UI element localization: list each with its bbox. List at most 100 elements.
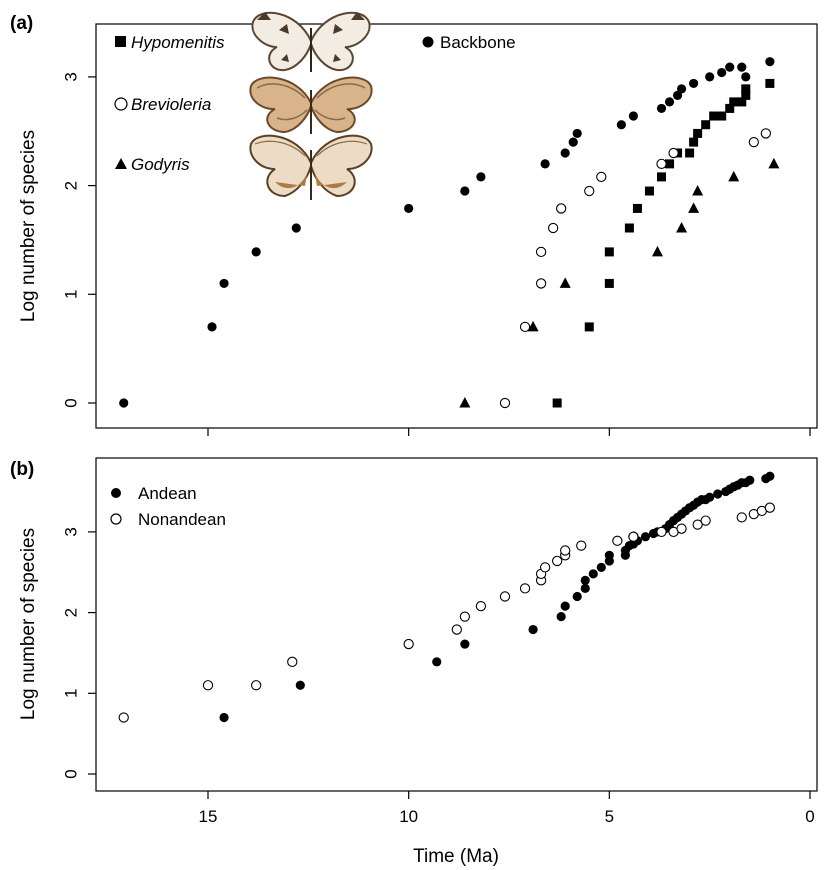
panel-b-ytick-label: 0 [61, 769, 80, 778]
butterfly-hypomenitis-image [251, 11, 371, 72]
point-brevioleria [499, 397, 511, 409]
panel-b-xtick-label: 10 [399, 807, 418, 826]
point-hypomenitis [737, 97, 747, 107]
point-nonandean [656, 526, 667, 538]
point-backbone [291, 223, 301, 233]
point-hypomenitis [693, 128, 703, 138]
point-nonandean [628, 531, 639, 542]
point-hypomenitis [689, 137, 699, 147]
point-andean [528, 624, 538, 635]
point-andean [596, 562, 606, 573]
panel-a-ytick-label: 3 [61, 72, 80, 81]
point-nonandean [676, 523, 687, 534]
point-backbone [656, 103, 667, 114]
panel-a-label: (a) [10, 13, 33, 34]
legend-marker-godyris [115, 158, 127, 169]
point-brevioleria [535, 246, 547, 258]
point-nonandean [459, 611, 471, 622]
panel-b-ytick-label: 1 [61, 689, 80, 698]
legend-label-brevioleria: Brevioleria [131, 95, 211, 114]
point-nonandean [692, 519, 703, 530]
point-nonandean [539, 562, 551, 573]
point-backbone [725, 62, 735, 72]
point-nonandean [519, 583, 531, 594]
x-axis-title: Time (Ma) [413, 846, 499, 867]
point-andean [705, 492, 715, 502]
panel-b-ytick-label: 2 [61, 608, 80, 617]
panel-a: (a) Log number of species 0 1 2 3 Hypomenit… [10, 11, 818, 436]
point-brevioleria [668, 147, 679, 159]
point-backbone [616, 120, 626, 130]
point-andean [295, 680, 305, 690]
panel-a-legend: Hypomenitis Brevioleria Godyris Backbone [114, 33, 516, 174]
point-nonandean [560, 545, 571, 556]
point-brevioleria [519, 321, 531, 333]
point-backbone [676, 84, 687, 94]
point-backbone [737, 62, 747, 72]
point-hypomenitis [741, 90, 751, 100]
point-nonandean [475, 600, 487, 612]
butterfly-brevioleria-image [249, 76, 373, 134]
point-backbone [119, 398, 129, 408]
point-hypomenitis [665, 159, 675, 169]
point-backbone [765, 57, 775, 67]
point-brevioleria [547, 222, 559, 234]
point-backbone [207, 322, 217, 332]
legend-label-backbone: Backbone [440, 33, 516, 52]
point-backbone [476, 172, 486, 182]
butterfly-godyris-image [249, 134, 373, 200]
panel-b-xtick-label: 15 [199, 807, 218, 826]
point-andean [713, 489, 723, 499]
point-brevioleria [596, 171, 607, 183]
point-nonandean [736, 512, 747, 523]
legend-marker-backbone [422, 36, 434, 48]
point-backbone [705, 72, 715, 82]
panel-a-ylabel: Log number of species [18, 130, 39, 322]
point-nonandean [403, 638, 414, 650]
point-hypomenitis [729, 97, 739, 107]
point-nonandean [764, 502, 776, 513]
point-hypomenitis [765, 78, 775, 88]
legend-marker-andean [111, 488, 121, 498]
point-brevioleria [656, 158, 667, 170]
point-andean [580, 575, 590, 585]
panel-b-ytick-label: 3 [61, 527, 80, 536]
point-backbone [540, 159, 550, 169]
point-nonandean [576, 540, 587, 551]
point-andean [745, 475, 755, 485]
point-andean [604, 550, 614, 560]
legend-marker-nonandean [110, 513, 122, 525]
point-brevioleria [748, 136, 759, 148]
point-backbone [664, 97, 675, 107]
panel-b-xtick-label: 5 [605, 807, 614, 826]
point-nonandean [287, 656, 298, 667]
panel-b-points [118, 471, 776, 723]
point-backbone [560, 148, 570, 158]
panel-b-label: (b) [10, 459, 34, 480]
legend-marker-hypomenitis [115, 36, 126, 47]
point-backbone [404, 203, 414, 214]
point-hypomenitis [717, 111, 727, 121]
point-nonandean [499, 591, 511, 602]
point-hypomenitis [725, 103, 735, 113]
point-hypomenitis [701, 120, 711, 130]
panel-a-ytick-label: 0 [61, 398, 80, 407]
panel-a-axes: 0 1 2 3 [61, 72, 811, 436]
point-andean [640, 532, 651, 542]
point-nonandean [552, 555, 563, 567]
panel-a-ytick-label: 1 [61, 290, 80, 299]
point-andean [219, 712, 229, 723]
point-hypomenitis [604, 278, 614, 288]
point-godyris [459, 397, 471, 408]
point-hypomenitis [741, 84, 751, 94]
point-andean [588, 569, 598, 579]
panel-b: (b) Log number of species 0 1 2 3 15 10 5 0 And… [10, 457, 818, 826]
point-nonandean [612, 535, 623, 546]
point-godyris [527, 320, 539, 332]
point-backbone [741, 72, 751, 82]
point-nonandean [251, 680, 262, 691]
point-brevioleria [556, 203, 567, 214]
panel-b-frame [95, 457, 818, 792]
panel-a-frame [95, 23, 818, 429]
